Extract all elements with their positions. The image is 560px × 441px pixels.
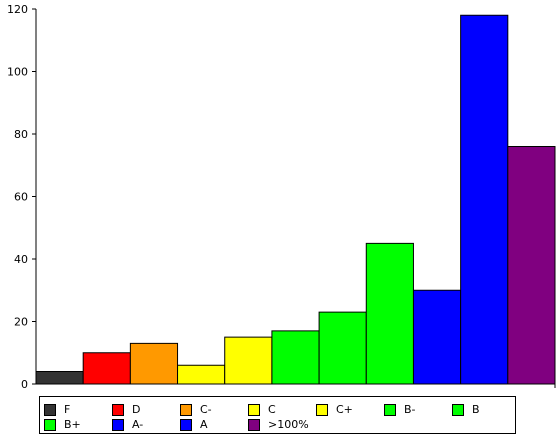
bar-chart: 0 20 40 60 80 100 120 (7, 3, 556, 391)
legend-swatch (44, 403, 56, 416)
bar-D (82, 352, 131, 385)
legend-swatch (248, 418, 260, 431)
bar-A (460, 14, 509, 385)
bar-C+ (224, 336, 273, 385)
legend-swatch (316, 403, 328, 416)
legend-label: A (200, 418, 208, 431)
legend-item: B- (384, 403, 416, 416)
y-tick-label: 80 (14, 128, 28, 141)
legend-label: F (64, 403, 71, 416)
legend-label: C (268, 403, 276, 416)
legend-swatch (384, 403, 396, 416)
y-tick-label: 120 (7, 3, 28, 16)
legend-label: D (132, 403, 141, 416)
legend-swatch (180, 418, 192, 431)
bar-B+ (365, 242, 414, 385)
bar-B (318, 311, 367, 385)
y-tick-label: 0 (21, 378, 28, 391)
legend-item: C- (180, 403, 212, 416)
legend-label: B- (404, 403, 416, 416)
legend-label: B+ (64, 418, 81, 431)
bar-C- (129, 342, 179, 385)
legend-item: >100% (248, 418, 309, 431)
bar-C (177, 364, 226, 385)
legend-swatch (248, 403, 260, 416)
legend-item: A- (112, 418, 143, 431)
legend-item: D (112, 403, 140, 416)
legend-item: C (248, 403, 276, 416)
legend-label: C- (200, 403, 212, 416)
legend-swatch (112, 418, 124, 431)
legend-item: B+ (44, 418, 81, 431)
y-tick-label: 100 (7, 66, 28, 79)
legend-label: >100% (268, 418, 309, 431)
bar-F (35, 371, 84, 385)
legend-swatch (44, 418, 56, 431)
bars (35, 14, 556, 385)
bar-B- (271, 330, 320, 385)
legend-item: C+ (316, 403, 353, 416)
y-tick-label: 40 (14, 253, 28, 266)
legend-item: A (180, 418, 208, 431)
legend-swatch (112, 403, 124, 416)
legend-swatch (452, 403, 464, 416)
legend-item: F (44, 403, 70, 416)
legend-swatch (180, 403, 192, 416)
legend-label: C+ (336, 403, 353, 416)
legend-item: B (452, 403, 480, 416)
y-axis-ticks: 0 20 40 60 80 100 120 (7, 3, 556, 391)
y-tick-label: 60 (14, 191, 28, 204)
legend-label: A- (132, 418, 144, 431)
legend-label: B (472, 403, 480, 416)
bar->100% (507, 146, 556, 385)
bar-A- (412, 289, 462, 385)
y-tick-label: 20 (14, 316, 28, 329)
legend: F D C- C C+ B- B B+ A- A >100% (39, 396, 516, 434)
